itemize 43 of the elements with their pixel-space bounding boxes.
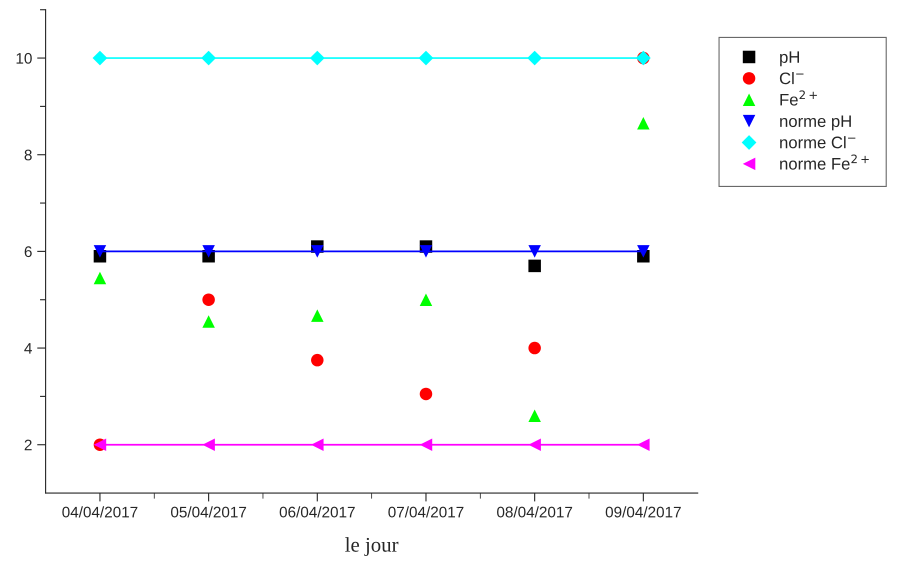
point <box>637 245 650 258</box>
point <box>311 309 324 322</box>
legend-label: norme Cl$^{−}$ <box>780 136 856 148</box>
point <box>420 438 432 451</box>
y-tick-label: 6 <box>24 246 32 258</box>
point <box>311 354 324 366</box>
point <box>202 293 215 306</box>
x-tick-label: 08/04/2017 <box>497 506 572 518</box>
x-tick-label: 04/04/2017 <box>62 506 138 518</box>
point <box>311 245 324 258</box>
point <box>420 245 432 258</box>
x-tick-label: 05/04/2017 <box>170 506 246 518</box>
legend-label: Cl$^{−}$ <box>780 72 804 84</box>
point <box>528 260 541 272</box>
y-tick-label: 2 <box>24 440 32 450</box>
point <box>528 409 541 422</box>
legend-label: norme Fe$^{2+}$ <box>780 154 869 170</box>
y-tick-label: 8 <box>24 150 32 160</box>
point <box>528 245 541 258</box>
y-tick-label: 4 <box>24 343 32 354</box>
point <box>202 245 215 258</box>
point <box>94 245 106 258</box>
point <box>527 50 542 66</box>
x-axis-title: le jour <box>345 537 398 556</box>
x-tick-label: 06/04/2017 <box>280 506 355 518</box>
point <box>637 438 650 451</box>
point <box>528 342 541 354</box>
point <box>92 50 108 66</box>
point <box>420 293 432 306</box>
point <box>202 315 215 328</box>
point <box>420 388 432 400</box>
legend-label: Fe$^{2+}$ <box>780 90 817 106</box>
point <box>311 438 324 451</box>
x-tick-label: 09/04/2017 <box>606 506 681 518</box>
point <box>637 117 650 130</box>
legend-label: norme pH <box>780 115 851 130</box>
point <box>94 272 106 284</box>
legend-label: pH <box>780 51 799 66</box>
point <box>310 50 325 66</box>
x-tick-label: 07/04/2017 <box>388 506 464 518</box>
point <box>418 50 434 66</box>
y-tick-label: 10 <box>16 52 32 64</box>
point <box>201 50 216 66</box>
